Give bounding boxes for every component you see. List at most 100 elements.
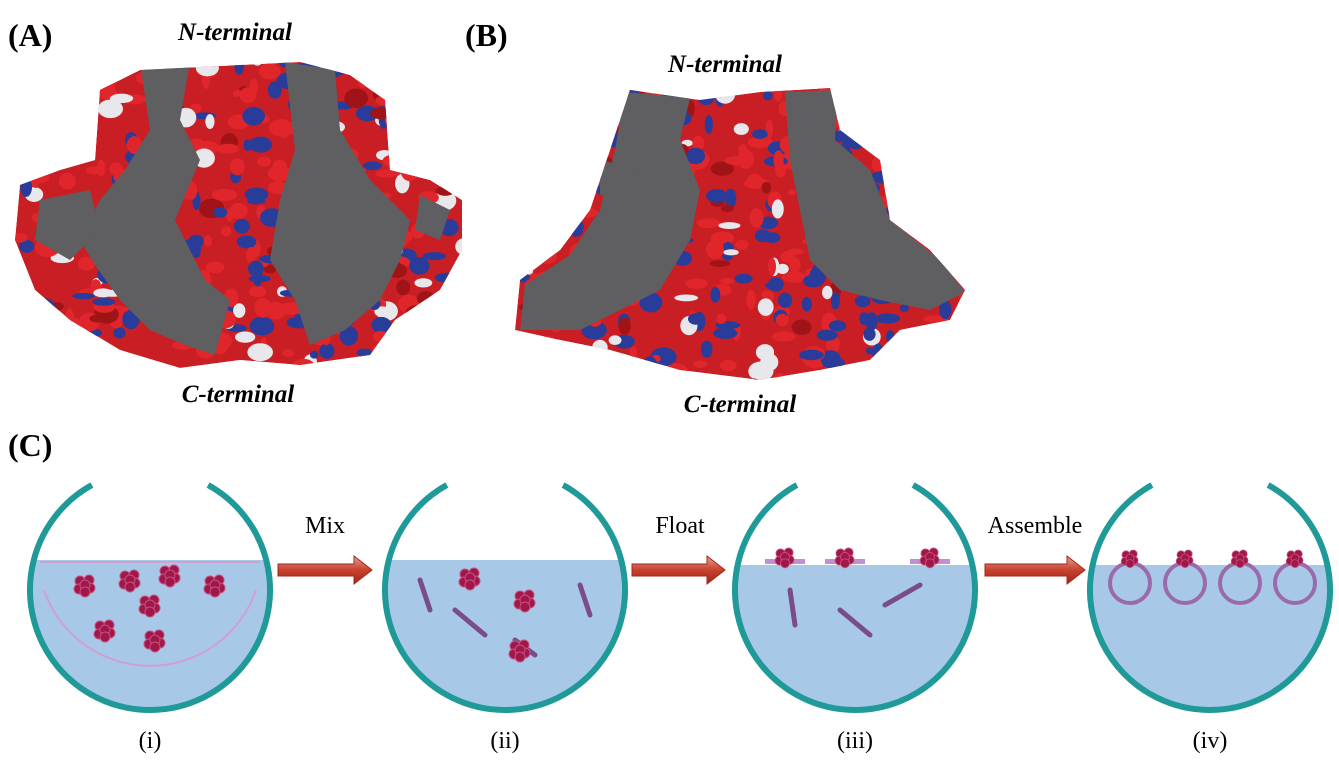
- surface-patch: [463, 62, 473, 72]
- surface-patch: [204, 235, 212, 247]
- surface-patch: [734, 123, 749, 135]
- arrow-label: Assemble: [988, 513, 1083, 539]
- surface-patch: [444, 298, 456, 307]
- surface-patch: [543, 108, 568, 126]
- figure: (A) N-terminal C-terminal (B) N-terminal…: [0, 0, 1339, 760]
- surface-patch: [939, 109, 953, 117]
- particle-lobe: [515, 652, 525, 662]
- surface-patch: [949, 197, 971, 207]
- surface-patch: [535, 224, 553, 242]
- surface-patch: [405, 305, 430, 321]
- surface-patch: [847, 120, 864, 129]
- surface-patch: [629, 346, 637, 361]
- surface-patch: [97, 59, 108, 72]
- surface-patch: [665, 363, 689, 381]
- surface-patch: [444, 61, 468, 68]
- surface-patch: [423, 252, 446, 260]
- surface-patch: [407, 133, 431, 149]
- surface-patch: [442, 129, 458, 136]
- surface-patch: [696, 218, 720, 228]
- surface-patch: [580, 118, 593, 134]
- surface-patch: [604, 383, 621, 394]
- surface-patch: [508, 83, 525, 100]
- surface-patch: [310, 351, 319, 359]
- surface-patch: [756, 344, 774, 360]
- surface-patch: [943, 229, 968, 242]
- surface-patch: [686, 148, 705, 164]
- surface-patch: [248, 261, 264, 277]
- surface-patch: [715, 85, 735, 104]
- surface-patch: [619, 318, 631, 335]
- surface-patch: [752, 129, 768, 139]
- surface-patch: [561, 374, 570, 386]
- surface-patch: [943, 214, 951, 224]
- surface-patch: [409, 257, 429, 275]
- surface-patch: [428, 138, 440, 154]
- surface-patch: [205, 114, 214, 129]
- surface-patch: [36, 298, 56, 318]
- surface-patch: [831, 292, 840, 309]
- surface-patch: [792, 319, 812, 334]
- surface-patch: [462, 274, 475, 288]
- surface-patch: [54, 59, 72, 73]
- surface-patch: [711, 378, 726, 385]
- surface-patch: [239, 87, 256, 103]
- surface-patch: [440, 304, 465, 322]
- surface-patch: [701, 341, 713, 358]
- surface-patch: [10, 150, 29, 168]
- surface-patch: [738, 144, 747, 157]
- surface-patch: [498, 331, 515, 349]
- particle-lobe: [100, 632, 110, 642]
- surface-patch: [609, 335, 622, 345]
- surface-patch: [534, 220, 549, 237]
- surface-patch: [529, 351, 548, 358]
- surface-patch: [763, 91, 773, 101]
- protein-surface: [494, 74, 981, 394]
- surface-patch: [748, 361, 773, 381]
- surface-patch: [802, 297, 812, 312]
- surface-patch: [723, 249, 738, 255]
- surface-patch: [59, 173, 76, 190]
- surface-patch: [577, 105, 594, 113]
- surface-patch: [725, 156, 748, 165]
- surface-patch: [456, 350, 478, 362]
- surface-patch: [506, 279, 515, 298]
- surface-patch: [917, 94, 935, 112]
- surface-patch: [931, 194, 939, 203]
- surface-patch: [427, 311, 451, 323]
- particle-lobe: [926, 559, 935, 568]
- surface-patch: [212, 189, 237, 201]
- surface-patch: [67, 153, 75, 162]
- surface-patch: [907, 372, 924, 384]
- c-terminal-label: C-terminal: [182, 381, 295, 408]
- surface-patch: [506, 373, 522, 383]
- surface-patch: [541, 140, 556, 155]
- surface-patch: [772, 332, 796, 342]
- surface-patch: [582, 91, 606, 100]
- particle-lobe: [150, 642, 160, 652]
- surface-patch: [234, 219, 250, 234]
- surface-patch: [577, 208, 598, 218]
- surface-patch: [614, 89, 624, 109]
- surface-patch: [456, 337, 473, 355]
- surface-patch: [247, 198, 265, 204]
- surface-patch: [878, 106, 896, 125]
- surface-patch: [81, 117, 93, 126]
- surface-patch: [292, 359, 315, 374]
- surface-patch: [822, 286, 832, 299]
- surface-patch: [3, 93, 18, 99]
- step-label: (iii): [837, 728, 873, 754]
- surface-patch: [93, 288, 112, 297]
- surface-patch: [694, 78, 709, 91]
- surface-patch: [234, 56, 244, 75]
- surface-patch: [694, 384, 708, 391]
- surface-patch: [494, 299, 517, 319]
- surface-patch: [519, 268, 533, 275]
- surface-patch: [532, 195, 546, 209]
- artwork: [0, 46, 1330, 710]
- surface-patch: [882, 132, 906, 142]
- surface-patch: [536, 366, 555, 385]
- surface-patch: [574, 366, 596, 379]
- surface-patch: [884, 138, 906, 157]
- surface-patch: [894, 180, 905, 191]
